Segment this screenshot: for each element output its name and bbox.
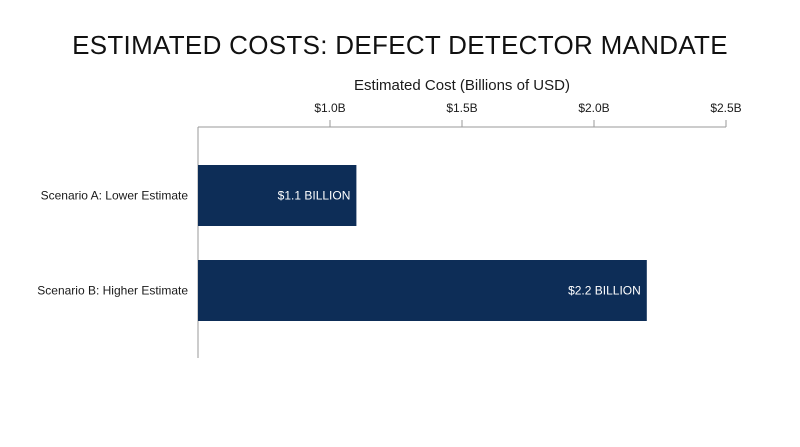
x-tick-label: $2.5B	[710, 101, 741, 115]
x-tick-label: $2.0B	[578, 101, 609, 115]
category-labels: Scenario A: Lower Estimate Scenario B: Hi…	[37, 189, 188, 298]
x-tick-label: $1.0B	[314, 101, 345, 115]
chart-title: ESTIMATED COSTS: DEFECT DETECTOR MANDATE	[72, 30, 728, 60]
category-label: Scenario B: Higher Estimate	[37, 284, 188, 298]
x-axis-title: Estimated Cost (Billions of USD)	[354, 77, 570, 94]
bar	[198, 165, 357, 226]
axes	[197, 126, 726, 358]
bar-data-label: $1.1 BILLION	[278, 189, 351, 203]
category-label: Scenario A: Lower Estimate	[41, 189, 189, 203]
x-axis-ticks: $1.0B $1.5B $2.0B $2.5B	[314, 101, 742, 127]
bar-data-label: $2.2 BILLION	[568, 284, 641, 298]
bar	[198, 260, 647, 321]
x-tick-label: $1.5B	[446, 101, 477, 115]
bars: $1.1 BILLION $2.2 BILLION	[198, 165, 647, 321]
